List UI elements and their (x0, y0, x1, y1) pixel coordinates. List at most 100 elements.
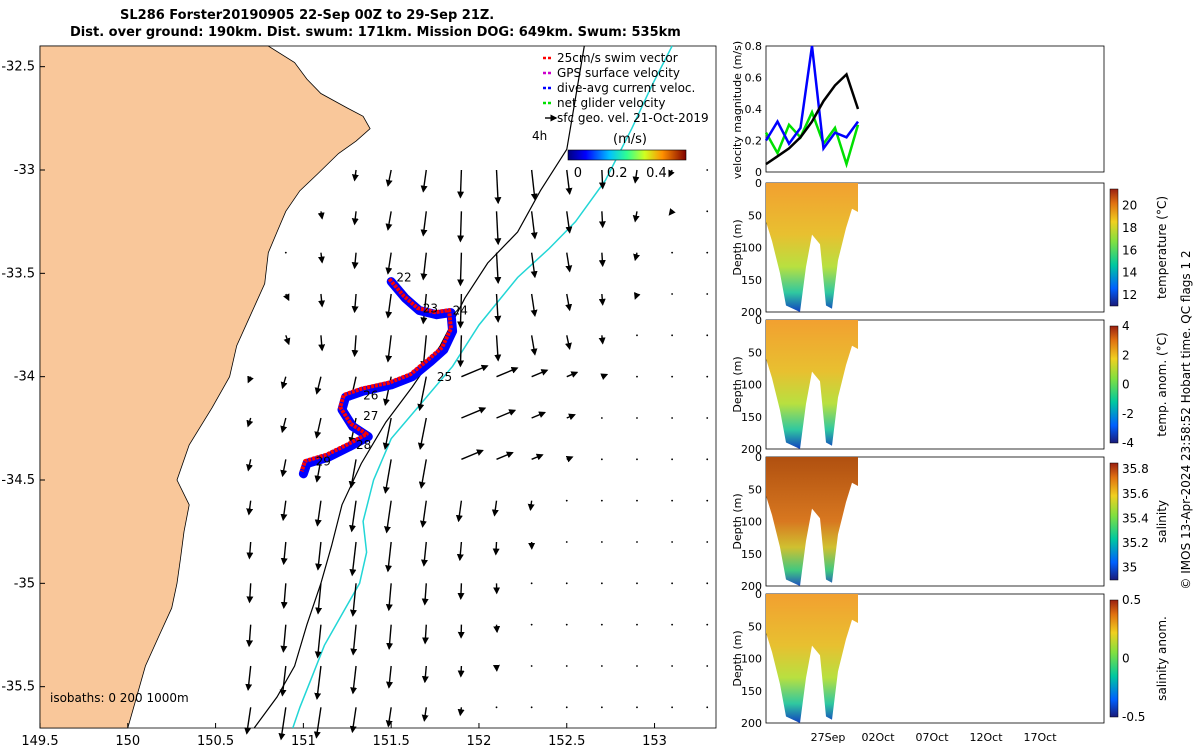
section-y-tick-label: 100 (741, 516, 762, 529)
date-tick-label: 17Oct (1023, 731, 1057, 744)
isobath-caption: isobaths: 0 200 1000m (50, 691, 189, 705)
velocity-arrow (385, 541, 393, 573)
velocity-arrow (457, 252, 465, 287)
velocity-dot (671, 499, 674, 502)
velocity-arrow (385, 252, 393, 275)
depth-section-4: 0 50 100 150 200 Depth (m) -0.5 0 0.5 salinity an… (731, 588, 1169, 730)
velocity-dot (706, 706, 709, 709)
velocity-dot (636, 458, 638, 461)
velocity-arrow (565, 252, 573, 273)
section-colorbar-tick-label: 35.4 (1122, 511, 1149, 525)
velocity-dot (600, 417, 603, 419)
y-tick-label: -34.5 (1, 473, 35, 488)
velocity-arrow (565, 169, 573, 196)
velocity-arrow (280, 583, 288, 610)
velocity-dot (565, 706, 568, 709)
velocity-arrow (382, 459, 392, 494)
velocity-dot (636, 499, 638, 502)
velocity-arrow (318, 293, 326, 308)
velocity-y-axis-label: velocity magnitude (m/s) (731, 41, 744, 179)
velocity-arrow (457, 169, 465, 199)
velocity-arrow (457, 665, 465, 678)
velocity-dot (284, 251, 287, 254)
velocity-arrow (457, 293, 465, 329)
figure-title-line1: SL286 Forster20190905 22-Sep 00Z to 29-S… (120, 8, 495, 23)
velocity-arrow (496, 366, 519, 378)
velocity-arrow (317, 211, 325, 220)
velocity-arrow (421, 624, 429, 645)
velocity-dot (565, 665, 568, 667)
velocity-arrow (598, 169, 606, 190)
isobath-200m-line (253, 45, 585, 729)
velocity-arrow (383, 500, 392, 534)
velocity-arrow (531, 369, 549, 378)
velocity-arrow (279, 665, 287, 697)
sfc-geo-velocity-arrows (244, 169, 709, 741)
velocity-arrow (351, 252, 359, 270)
velocity-y-tick-label: 0 (755, 166, 762, 179)
section-colorbar-label: temperature (°C) (1155, 196, 1169, 299)
section-y-tick-label: 150 (741, 685, 762, 698)
velocity-dot (495, 706, 498, 709)
velocity-arrow (246, 459, 253, 472)
legend-label: dive-avg current veloc. (557, 81, 695, 95)
velocity-dot (600, 623, 603, 626)
velocity-dot (706, 499, 709, 502)
section-y-tick-label: 0 (755, 451, 762, 464)
x-tick-label: 153 (642, 734, 667, 749)
velocity-dot (706, 417, 709, 419)
section-colorbar-tick-label: -2 (1122, 407, 1134, 421)
section-colorbar-tick-label: 0 (1122, 378, 1130, 392)
velocity-dot (671, 417, 674, 419)
velocity-arrow (385, 211, 393, 231)
velocity-arrow (461, 407, 487, 419)
section-y-tick-label: 50 (748, 483, 762, 496)
velocity-arrow (421, 583, 429, 606)
y-tick-label: -34 (14, 370, 35, 385)
velocity-dot (565, 541, 568, 543)
velocity-dot (565, 582, 568, 585)
dive-avg-track (298, 277, 458, 479)
velocity-arrow (385, 335, 393, 363)
section-colorbar-tick-label: 0.5 (1122, 593, 1141, 607)
velocity-arrow (349, 707, 357, 734)
velocity-dot (600, 499, 603, 502)
velocity-arrow (494, 293, 502, 323)
legend-label: 25cm/s swim vector (557, 51, 678, 65)
day-label: 28 (356, 438, 371, 452)
velocity-dot (706, 293, 709, 295)
velocity-dot (671, 375, 674, 378)
velocity-arrow (420, 541, 428, 567)
velocity-arrow (530, 335, 538, 356)
velocity-arrow (280, 459, 288, 478)
y-tick-label: -33.5 (1, 266, 35, 281)
y-tick-label: -32.5 (1, 60, 35, 75)
velocity-dot (671, 706, 674, 709)
velocity-arrow (318, 335, 326, 352)
date-tick-label: 02Oct (861, 731, 895, 744)
velocity-y-tick-label: 0.2 (745, 135, 763, 148)
day-label: 25 (437, 370, 452, 384)
legend-interval-label: 4h (532, 129, 547, 143)
velocity-arrow (530, 252, 538, 279)
velocity-dot (636, 665, 638, 667)
y-tick-label: -35.5 (1, 680, 35, 695)
depth-section-2: 0 50 100 150 200 Depth (m) -4 -2 0 2 4 temp. anom. … (731, 314, 1169, 456)
velocity-dot (706, 665, 709, 667)
colorbar-tick-label: 0.2 (607, 166, 628, 181)
velocity-dot (600, 706, 603, 709)
velocity-frame (765, 45, 1105, 173)
velocity-arrow (348, 459, 357, 489)
section-colorbar-tick-label: 16 (1122, 243, 1137, 257)
velocity-dot (565, 499, 568, 502)
velocity-arrow (351, 335, 359, 358)
velocity-arrow (566, 371, 579, 378)
section-y-tick-label: 150 (741, 548, 762, 561)
depth-section-3: 0 50 100 150 200 Depth (m) 35 35.2 35.4 35.6 35.8 s… (731, 451, 1169, 593)
velocity-dot (600, 541, 603, 543)
colorbar-tick-label: 0.4 (646, 166, 667, 181)
velocity-arrow (351, 169, 359, 182)
velocity-arrow (283, 335, 291, 346)
velocity-arrow (565, 211, 573, 234)
